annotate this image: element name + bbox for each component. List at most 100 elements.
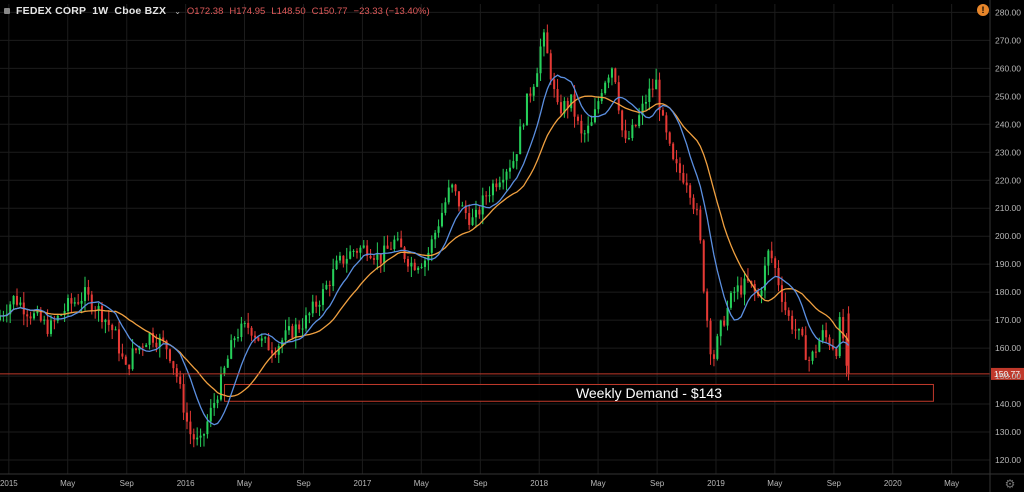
candle — [617, 75, 620, 115]
demand-zone — [224, 383, 934, 402]
candle — [485, 191, 488, 205]
candle — [39, 306, 42, 323]
candle — [563, 97, 566, 118]
alert-icon[interactable]: ! — [977, 4, 989, 16]
candle — [604, 80, 607, 95]
candle — [583, 130, 586, 143]
candle — [804, 326, 807, 361]
candle — [253, 331, 256, 344]
time-axis[interactable]: 2015 May Sep 2016 May Sep 2017 May Sep 2018 May Sep… — [0, 473, 1024, 488]
candle — [505, 168, 508, 191]
x-tick-label: 2018 — [530, 479, 548, 488]
candle — [777, 260, 780, 292]
demand-zone-label: Weekly Demand - $143 — [576, 385, 722, 401]
candle — [573, 85, 576, 128]
candle — [63, 303, 66, 322]
candle — [301, 318, 304, 337]
demand-zone-box — [224, 383, 934, 402]
candle — [202, 433, 206, 447]
candle-series — [0, 24, 850, 448]
x-tick-label: Sep — [473, 479, 488, 488]
exchange-label[interactable]: Cboe BZX — [114, 5, 167, 17]
candle — [529, 87, 532, 103]
candle — [502, 168, 505, 190]
symbol-name[interactable]: FEDEX CORP — [16, 5, 87, 17]
candle — [495, 178, 498, 192]
moving-average-slow — [0, 95, 850, 398]
candle — [444, 197, 447, 216]
candle — [706, 288, 709, 328]
candle — [542, 29, 545, 57]
x-tick-label: May — [237, 479, 252, 488]
candle — [685, 173, 688, 193]
candle — [134, 347, 138, 354]
candle — [400, 230, 403, 248]
candle — [168, 348, 172, 364]
candle — [821, 324, 824, 344]
candle — [247, 312, 250, 335]
y-tick-label: 200.00 — [995, 231, 1021, 241]
candle — [831, 338, 834, 351]
chevron-down-icon[interactable]: ⌄ — [174, 6, 181, 16]
y-tick-label: 280.00 — [995, 7, 1021, 17]
y-tick-label: 190.00 — [995, 259, 1021, 269]
candle — [19, 297, 22, 307]
price-axis[interactable]: 120.00 130.00 140.00 150.00 160.00 170.00 180.… — [989, 0, 1021, 492]
candle — [593, 98, 596, 124]
candle — [437, 219, 440, 238]
candle — [825, 322, 828, 344]
candle — [298, 320, 301, 333]
candle — [454, 183, 457, 196]
y-tick-label: 150.00 — [995, 371, 1021, 381]
candle — [315, 295, 318, 314]
candle — [49, 315, 53, 337]
candle — [648, 78, 651, 111]
candle — [665, 112, 668, 140]
candle — [236, 328, 240, 342]
candle — [522, 123, 525, 130]
candle — [774, 256, 777, 278]
candle — [716, 333, 719, 361]
candle — [104, 318, 107, 334]
gear-icon[interactable]: ⚙ — [1004, 477, 1016, 491]
candle — [345, 247, 348, 273]
candle — [321, 283, 324, 311]
candle — [512, 151, 515, 169]
candle — [515, 154, 518, 170]
candle — [230, 334, 233, 360]
candle — [478, 206, 481, 219]
candle — [97, 303, 100, 322]
candle — [525, 93, 528, 126]
candle — [196, 427, 199, 446]
x-tick-label: Sep — [650, 479, 665, 488]
candle — [468, 204, 471, 230]
candle — [634, 124, 637, 128]
candle — [791, 310, 794, 335]
candle — [87, 279, 90, 301]
candle — [362, 240, 365, 249]
candle — [372, 254, 375, 265]
candle — [410, 256, 413, 278]
candle — [784, 292, 787, 315]
ohlc-close: C150.77 — [311, 5, 348, 17]
y-tick-label: 220.00 — [995, 175, 1021, 185]
candle — [430, 235, 433, 262]
last-price-badge — [991, 367, 1024, 380]
chart-grid — [0, 4, 990, 474]
candle — [801, 326, 804, 337]
y-tick-label: 160.00 — [995, 343, 1021, 353]
candle — [651, 78, 654, 98]
ohlc-open: O172.38 — [186, 5, 224, 17]
candle — [291, 323, 294, 340]
candle — [474, 200, 477, 228]
interval-label[interactable]: 1W — [92, 5, 109, 17]
candle — [689, 183, 692, 205]
candle — [491, 179, 494, 203]
y-tick-label: 170.00 — [995, 315, 1021, 325]
chart-header: FEDEX CORP 1W Cboe BZX ⌄ O172.38 H174.95… — [4, 4, 430, 18]
candle — [277, 343, 280, 363]
candle — [675, 150, 678, 173]
candle — [12, 295, 15, 310]
candle — [743, 271, 746, 306]
